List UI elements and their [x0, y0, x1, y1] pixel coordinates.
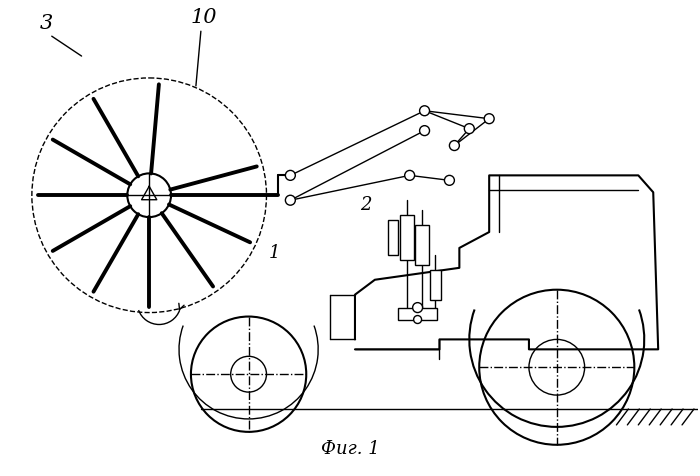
Text: Фиг. 1: Фиг. 1 — [321, 440, 379, 458]
Text: 10: 10 — [191, 8, 218, 27]
Circle shape — [286, 195, 295, 205]
Circle shape — [286, 170, 295, 180]
Circle shape — [444, 175, 454, 185]
Bar — [398, 307, 438, 319]
Text: 3: 3 — [40, 14, 53, 33]
Circle shape — [419, 106, 430, 116]
Circle shape — [449, 140, 459, 150]
Circle shape — [414, 316, 421, 324]
Bar — [400, 215, 414, 260]
Circle shape — [405, 170, 414, 180]
Bar — [430, 270, 442, 299]
Text: 2: 2 — [360, 196, 372, 214]
Circle shape — [412, 303, 423, 313]
Bar — [414, 225, 428, 265]
Circle shape — [464, 124, 475, 134]
Text: 1: 1 — [269, 244, 280, 262]
Circle shape — [484, 114, 494, 124]
Circle shape — [419, 126, 430, 136]
Bar — [388, 220, 398, 255]
